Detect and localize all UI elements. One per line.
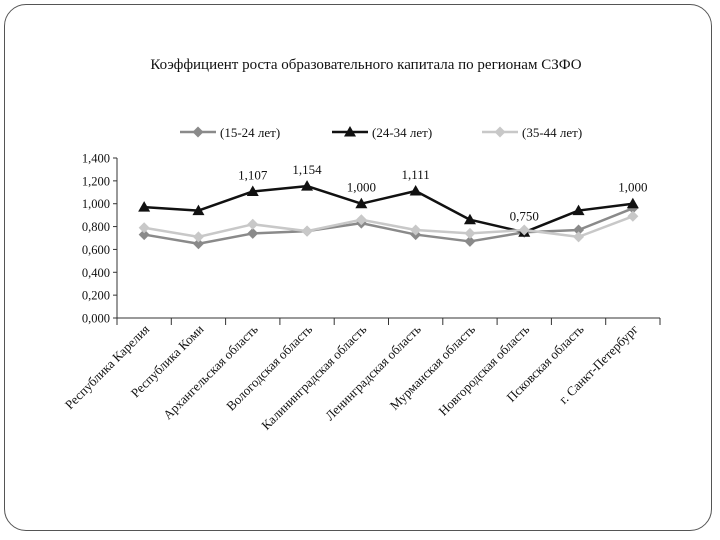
series-line-1	[143, 207, 634, 245]
y-tick-label: 1,200	[82, 174, 110, 188]
series-point-2	[463, 213, 476, 225]
series-point-1	[573, 224, 585, 236]
y-tick-label: 1,400	[82, 152, 110, 166]
y-tick-label: 1,000	[82, 197, 110, 211]
plot-area: 0,000 0,200 0,400 0,600 0,800 1,000 1,200 1,400…	[62, 152, 661, 433]
series-point-2	[301, 180, 314, 191]
data-label: 1,000	[347, 180, 376, 195]
series-point-3	[301, 225, 313, 237]
series-point-2	[409, 185, 422, 196]
y-tick-label: 0,800	[82, 220, 110, 234]
legend: (15-24 лет) (24-34 лет) (35-44 лет)	[180, 125, 582, 140]
series-point-1	[247, 227, 259, 239]
series-point-3	[627, 210, 639, 222]
data-label: 1,111	[402, 167, 430, 182]
legend-label: (24-34 лет)	[372, 125, 432, 140]
series-point-3	[192, 231, 204, 243]
series-line-2	[144, 184, 634, 234]
series-point-2	[246, 185, 259, 196]
series-point-2	[138, 201, 151, 212]
legend-label: (15-24 лет)	[220, 125, 280, 140]
chart-title: Коэффициент роста образовательного капит…	[150, 57, 581, 73]
y-tick-label: 0,400	[82, 266, 110, 280]
x-category-label: Ленинградская область	[322, 321, 424, 423]
y-tick-label: 0,200	[82, 289, 110, 303]
series-point-2	[192, 204, 205, 216]
series-point-2	[355, 197, 368, 209]
x-category-label: Новгородская область	[435, 321, 532, 418]
legend-label: (35-44 лет)	[522, 125, 582, 140]
series-point-1	[138, 229, 150, 241]
series-point-3	[573, 231, 585, 243]
y-tick-label: 0,000	[82, 312, 110, 326]
data-label: 1,154	[292, 162, 322, 177]
x-category-label: Калининградская область	[258, 321, 369, 432]
series-point-1	[192, 238, 204, 250]
data-label: 0,750	[510, 208, 539, 223]
series-point-1	[464, 235, 476, 247]
series-point-2	[572, 204, 585, 216]
series-point-3	[138, 222, 150, 234]
data-label: 1,107	[238, 167, 268, 182]
data-label: 1,000	[618, 180, 647, 195]
series-point-3	[247, 218, 259, 230]
x-category-label: Архангельская область	[160, 321, 261, 422]
legend-marker	[344, 126, 356, 137]
series-point-3	[518, 224, 530, 236]
y-tick-label: 0,600	[82, 243, 110, 257]
series-point-3	[464, 227, 476, 239]
series-point-3	[410, 224, 422, 236]
legend-marker	[494, 126, 506, 138]
slide-frame	[4, 4, 712, 531]
legend-marker	[192, 126, 204, 138]
series-point-2	[626, 197, 639, 209]
series-line-3	[143, 215, 634, 239]
series-point-3	[355, 214, 367, 226]
